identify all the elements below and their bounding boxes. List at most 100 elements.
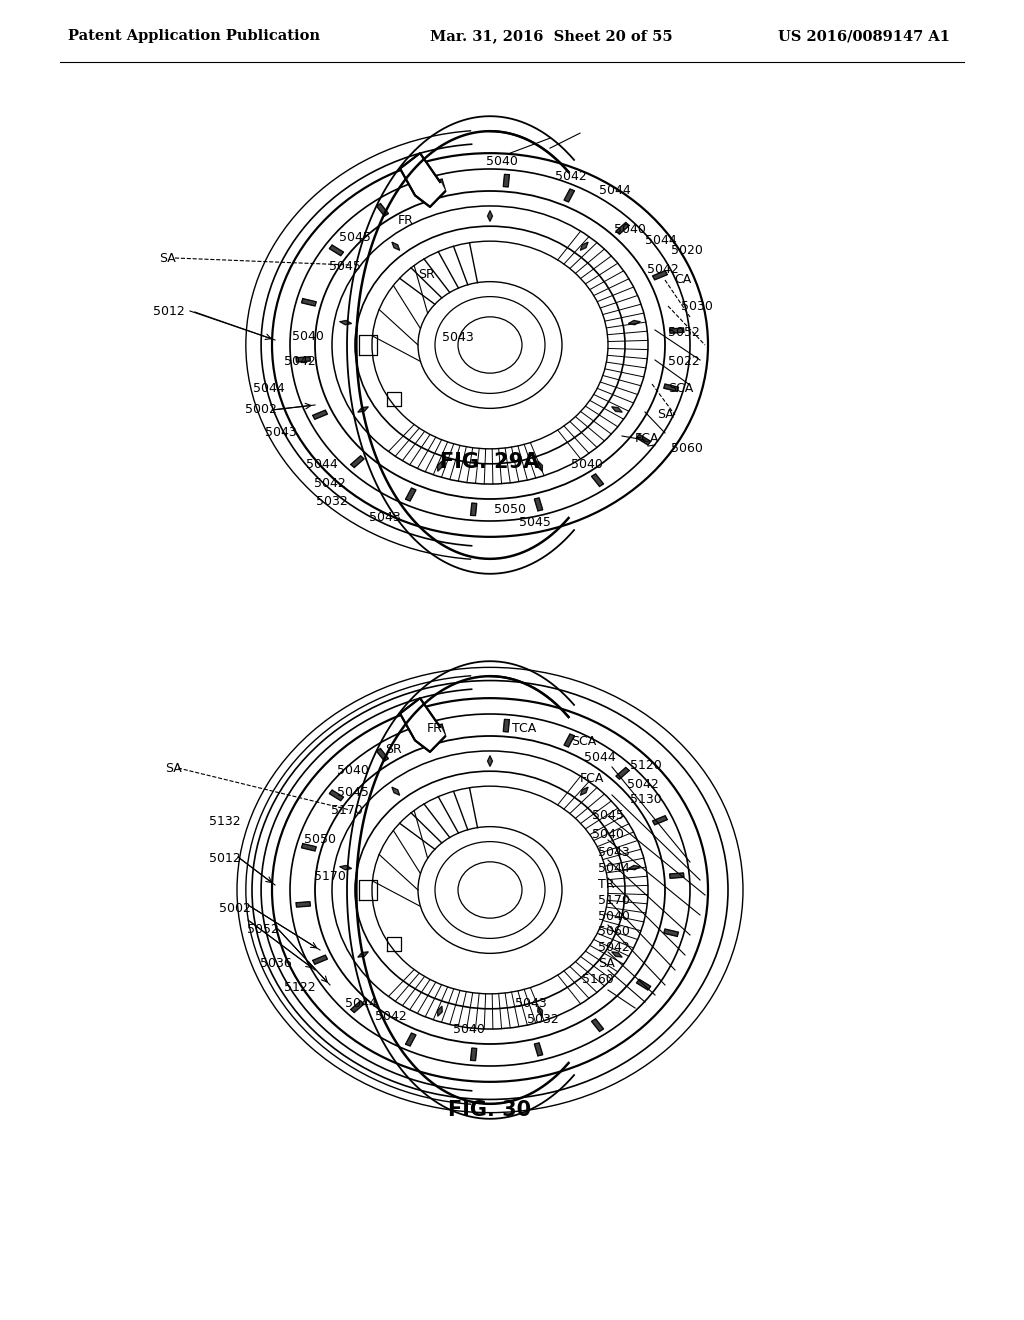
- Text: 5043: 5043: [265, 426, 297, 440]
- Polygon shape: [406, 1034, 416, 1045]
- Text: US 2016/0089147 A1: US 2016/0089147 A1: [778, 29, 950, 44]
- Text: 5045: 5045: [337, 785, 369, 799]
- Text: 5043: 5043: [369, 511, 401, 524]
- Polygon shape: [350, 1001, 365, 1012]
- Text: 5052: 5052: [668, 326, 699, 339]
- Text: 5122: 5122: [284, 981, 315, 994]
- Text: CA: CA: [674, 273, 691, 286]
- Text: 5032: 5032: [526, 1012, 559, 1026]
- Text: 5040: 5040: [485, 154, 518, 168]
- Text: 5044: 5044: [306, 458, 338, 471]
- Text: 5044: 5044: [645, 234, 677, 247]
- Text: 5044: 5044: [344, 997, 377, 1010]
- Polygon shape: [350, 455, 365, 467]
- Text: 5045: 5045: [592, 809, 624, 822]
- Text: 5042: 5042: [314, 477, 346, 490]
- Text: 5160: 5160: [582, 973, 613, 986]
- Polygon shape: [301, 843, 316, 851]
- Text: 5045: 5045: [518, 516, 551, 529]
- Text: 5044: 5044: [599, 183, 631, 197]
- Text: 5052: 5052: [247, 923, 279, 936]
- Polygon shape: [637, 434, 651, 445]
- Text: Patent Application Publication: Patent Application Publication: [68, 29, 319, 44]
- Polygon shape: [392, 787, 399, 795]
- Text: 5042: 5042: [598, 941, 630, 954]
- Polygon shape: [340, 321, 351, 325]
- Text: SR: SR: [418, 268, 434, 281]
- Text: 5170: 5170: [314, 870, 346, 883]
- Text: TCA: TCA: [512, 722, 537, 735]
- Text: SCA: SCA: [571, 735, 597, 748]
- Polygon shape: [503, 174, 510, 187]
- Polygon shape: [312, 411, 328, 420]
- Text: 5044: 5044: [584, 751, 615, 764]
- Text: Mar. 31, 2016  Sheet 20 of 55: Mar. 31, 2016 Sheet 20 of 55: [430, 29, 673, 44]
- Text: 5042: 5042: [627, 777, 658, 791]
- Polygon shape: [652, 271, 668, 280]
- Text: SR: SR: [385, 743, 401, 756]
- Polygon shape: [611, 407, 622, 412]
- Polygon shape: [377, 748, 388, 762]
- Text: 5044: 5044: [253, 381, 285, 395]
- Polygon shape: [664, 384, 679, 392]
- Text: 5002: 5002: [219, 902, 251, 915]
- Polygon shape: [664, 929, 679, 936]
- Polygon shape: [535, 498, 543, 511]
- Polygon shape: [581, 242, 588, 251]
- Text: 5044: 5044: [598, 862, 630, 875]
- Text: SCA: SCA: [668, 381, 693, 395]
- Text: SA: SA: [598, 957, 614, 970]
- Text: FIG. 29A: FIG. 29A: [440, 451, 540, 473]
- Text: 5040: 5040: [592, 828, 624, 841]
- Polygon shape: [312, 956, 328, 965]
- Polygon shape: [564, 734, 574, 747]
- Text: 5040: 5040: [337, 764, 369, 777]
- Text: 5040: 5040: [571, 458, 603, 471]
- Text: 5043: 5043: [514, 997, 547, 1010]
- Text: SA: SA: [657, 408, 674, 421]
- Text: 5132: 5132: [209, 814, 241, 828]
- Polygon shape: [296, 902, 310, 907]
- Text: 5040: 5040: [453, 1023, 485, 1036]
- Text: 5042: 5042: [375, 1010, 408, 1023]
- Polygon shape: [471, 1048, 477, 1061]
- Polygon shape: [538, 461, 543, 471]
- Polygon shape: [487, 756, 493, 767]
- Text: 5060: 5060: [598, 925, 630, 939]
- Polygon shape: [487, 211, 493, 222]
- Text: FCA: FCA: [635, 432, 659, 445]
- Polygon shape: [406, 488, 416, 502]
- Text: 5060: 5060: [671, 442, 702, 455]
- Text: 5170: 5170: [331, 804, 362, 817]
- Text: SA: SA: [166, 762, 182, 775]
- Text: 5036: 5036: [260, 957, 292, 970]
- Text: 5012: 5012: [209, 851, 241, 865]
- Polygon shape: [670, 327, 684, 334]
- Text: 5040: 5040: [292, 330, 324, 343]
- Text: FR: FR: [426, 722, 442, 735]
- Polygon shape: [400, 153, 445, 207]
- Polygon shape: [592, 474, 603, 487]
- Text: 5032: 5032: [316, 495, 348, 508]
- Text: 5042: 5042: [284, 355, 315, 368]
- Polygon shape: [437, 461, 442, 471]
- Text: FIG. 30: FIG. 30: [449, 1100, 531, 1119]
- Text: 5170: 5170: [598, 894, 630, 907]
- Text: 5045: 5045: [329, 260, 360, 273]
- Polygon shape: [503, 719, 510, 733]
- Polygon shape: [564, 189, 574, 202]
- Text: 5043: 5043: [598, 846, 630, 859]
- Text: 5130: 5130: [630, 793, 662, 807]
- Text: 5042: 5042: [555, 170, 587, 183]
- Polygon shape: [437, 725, 445, 737]
- Text: TR: TR: [598, 878, 614, 891]
- Text: 5042: 5042: [647, 263, 679, 276]
- Text: 5120: 5120: [630, 759, 662, 772]
- Text: 5043: 5043: [442, 331, 474, 345]
- Polygon shape: [592, 1019, 603, 1031]
- Polygon shape: [358, 407, 369, 412]
- Polygon shape: [340, 866, 351, 870]
- Polygon shape: [437, 1006, 442, 1016]
- Polygon shape: [615, 767, 630, 779]
- Polygon shape: [296, 356, 310, 362]
